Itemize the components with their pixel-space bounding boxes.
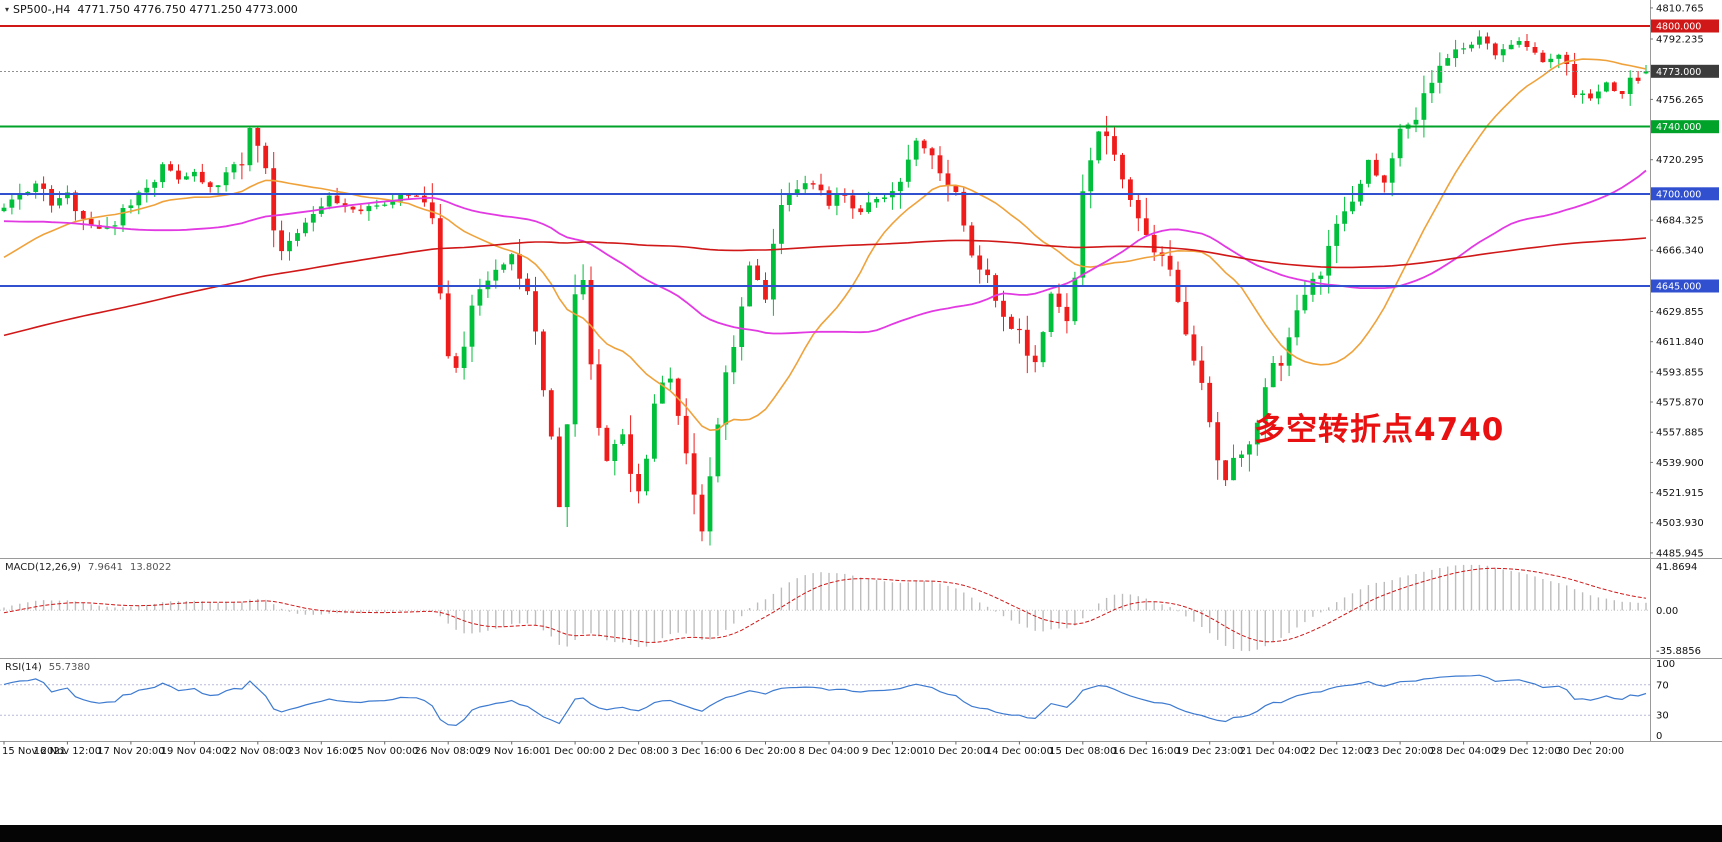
macd-indicator-label: MACD(12,26,9) 7.9641 13.8022: [5, 562, 171, 573]
svg-text:23 Dec 20:00: 23 Dec 20:00: [1366, 746, 1433, 757]
rsi-name: RSI(14): [5, 662, 42, 673]
svg-text:0.00: 0.00: [1656, 606, 1678, 617]
svg-text:8 Dec 04:00: 8 Dec 04:00: [799, 746, 860, 757]
svg-text:4756.265: 4756.265: [1656, 95, 1704, 106]
svg-text:22 Dec 12:00: 22 Dec 12:00: [1303, 746, 1370, 757]
svg-text:29 Nov 16:00: 29 Nov 16:00: [478, 746, 545, 757]
svg-text:4792.235: 4792.235: [1656, 35, 1704, 46]
svg-text:4521.915: 4521.915: [1656, 488, 1704, 499]
chart-svg[interactable]: 4810.765 4792.235 4756.265 4720.295 4684.325…: [0, 0, 1722, 824]
svg-text:25 Nov 00:00: 25 Nov 00:00: [351, 746, 418, 757]
svg-text:4485.945: 4485.945: [1656, 548, 1704, 559]
svg-text:2 Dec 08:00: 2 Dec 08:00: [608, 746, 669, 757]
svg-text:4773.000: 4773.000: [1656, 67, 1701, 78]
svg-text:28 Dec 04:00: 28 Dec 04:00: [1430, 746, 1497, 757]
rsi-value: 55.7380: [48, 662, 91, 673]
svg-text:-35.8856: -35.8856: [1656, 646, 1701, 657]
svg-text:0: 0: [1656, 731, 1662, 742]
svg-text:10 Dec 20:00: 10 Dec 20:00: [922, 746, 989, 757]
collapse-arrow-icon[interactable]: ▾: [5, 5, 10, 14]
main-price-panel[interactable]: [0, 0, 1650, 557]
macd-panel[interactable]: [0, 559, 1650, 657]
text-annotation[interactable]: 多空转折点4740: [1254, 412, 1505, 448]
svg-text:22 Nov 08:00: 22 Nov 08:00: [224, 746, 291, 757]
svg-text:19 Dec 23:00: 19 Dec 23:00: [1176, 746, 1243, 757]
svg-text:9 Dec 12:00: 9 Dec 12:00: [862, 746, 923, 757]
svg-text:14 Dec 00:00: 14 Dec 00:00: [986, 746, 1053, 757]
ohlc-readout: 4771.750 4776.750 4771.250 4773.000: [77, 3, 298, 16]
svg-text:17 Nov 20:00: 17 Nov 20:00: [97, 746, 164, 757]
svg-text:100: 100: [1656, 659, 1675, 670]
rsi-indicator-label: RSI(14) 55.7380: [5, 662, 90, 673]
symbol-timeframe: SP500-,H4: [13, 3, 71, 16]
price-axis[interactable]: [1650, 0, 1722, 741]
chart-title: ▾ SP500-,H4 4771.750 4776.750 4771.250 477…: [5, 3, 298, 16]
svg-text:4503.930: 4503.930: [1656, 518, 1704, 529]
svg-text:4611.840: 4611.840: [1656, 337, 1704, 348]
macd-name: MACD(12,26,9): [5, 562, 81, 573]
svg-text:70: 70: [1656, 680, 1669, 691]
svg-text:15 Dec 08:00: 15 Dec 08:00: [1049, 746, 1116, 757]
svg-text:21 Dec 04:00: 21 Dec 04:00: [1240, 746, 1307, 757]
svg-text:4684.325: 4684.325: [1656, 216, 1704, 227]
svg-text:4740.000: 4740.000: [1656, 122, 1701, 133]
svg-text:4800.000: 4800.000: [1656, 22, 1701, 33]
taskbar[interactable]: [0, 825, 1722, 842]
svg-text:30: 30: [1656, 711, 1669, 722]
svg-text:16 Nov 12:00: 16 Nov 12:00: [34, 746, 101, 757]
svg-text:16 Dec 16:00: 16 Dec 16:00: [1113, 746, 1180, 757]
svg-text:4629.855: 4629.855: [1656, 307, 1704, 318]
time-axis[interactable]: [0, 741, 1722, 759]
svg-text:4539.900: 4539.900: [1656, 458, 1704, 469]
svg-text:15 Nov 2021: 15 Nov 2021: [2, 746, 66, 757]
svg-text:4575.870: 4575.870: [1656, 398, 1704, 409]
svg-text:4593.855: 4593.855: [1656, 367, 1704, 378]
svg-text:30 Dec 20:00: 30 Dec 20:00: [1557, 746, 1624, 757]
svg-text:26 Nov 08:00: 26 Nov 08:00: [414, 746, 481, 757]
svg-text:6 Dec 20:00: 6 Dec 20:00: [735, 746, 796, 757]
svg-text:19 Nov 04:00: 19 Nov 04:00: [161, 746, 228, 757]
svg-text:4700.000: 4700.000: [1656, 189, 1701, 200]
svg-text:29 Dec 12:00: 29 Dec 12:00: [1493, 746, 1560, 757]
macd-signal-value: 13.8022: [129, 562, 172, 573]
rsi-panel[interactable]: [0, 659, 1650, 741]
svg-text:4666.340: 4666.340: [1656, 246, 1704, 257]
svg-text:4557.885: 4557.885: [1656, 428, 1704, 439]
svg-text:23 Nov 16:00: 23 Nov 16:00: [288, 746, 355, 757]
svg-text:4645.000: 4645.000: [1656, 282, 1701, 293]
macd-main-value: 7.9641: [87, 562, 123, 573]
svg-text:3 Dec 16:00: 3 Dec 16:00: [672, 746, 733, 757]
svg-text:1 Dec 00:00: 1 Dec 00:00: [545, 746, 606, 757]
svg-text:4720.295: 4720.295: [1656, 155, 1704, 166]
svg-text:41.8694: 41.8694: [1656, 562, 1697, 573]
svg-text:4810.765: 4810.765: [1656, 3, 1704, 14]
